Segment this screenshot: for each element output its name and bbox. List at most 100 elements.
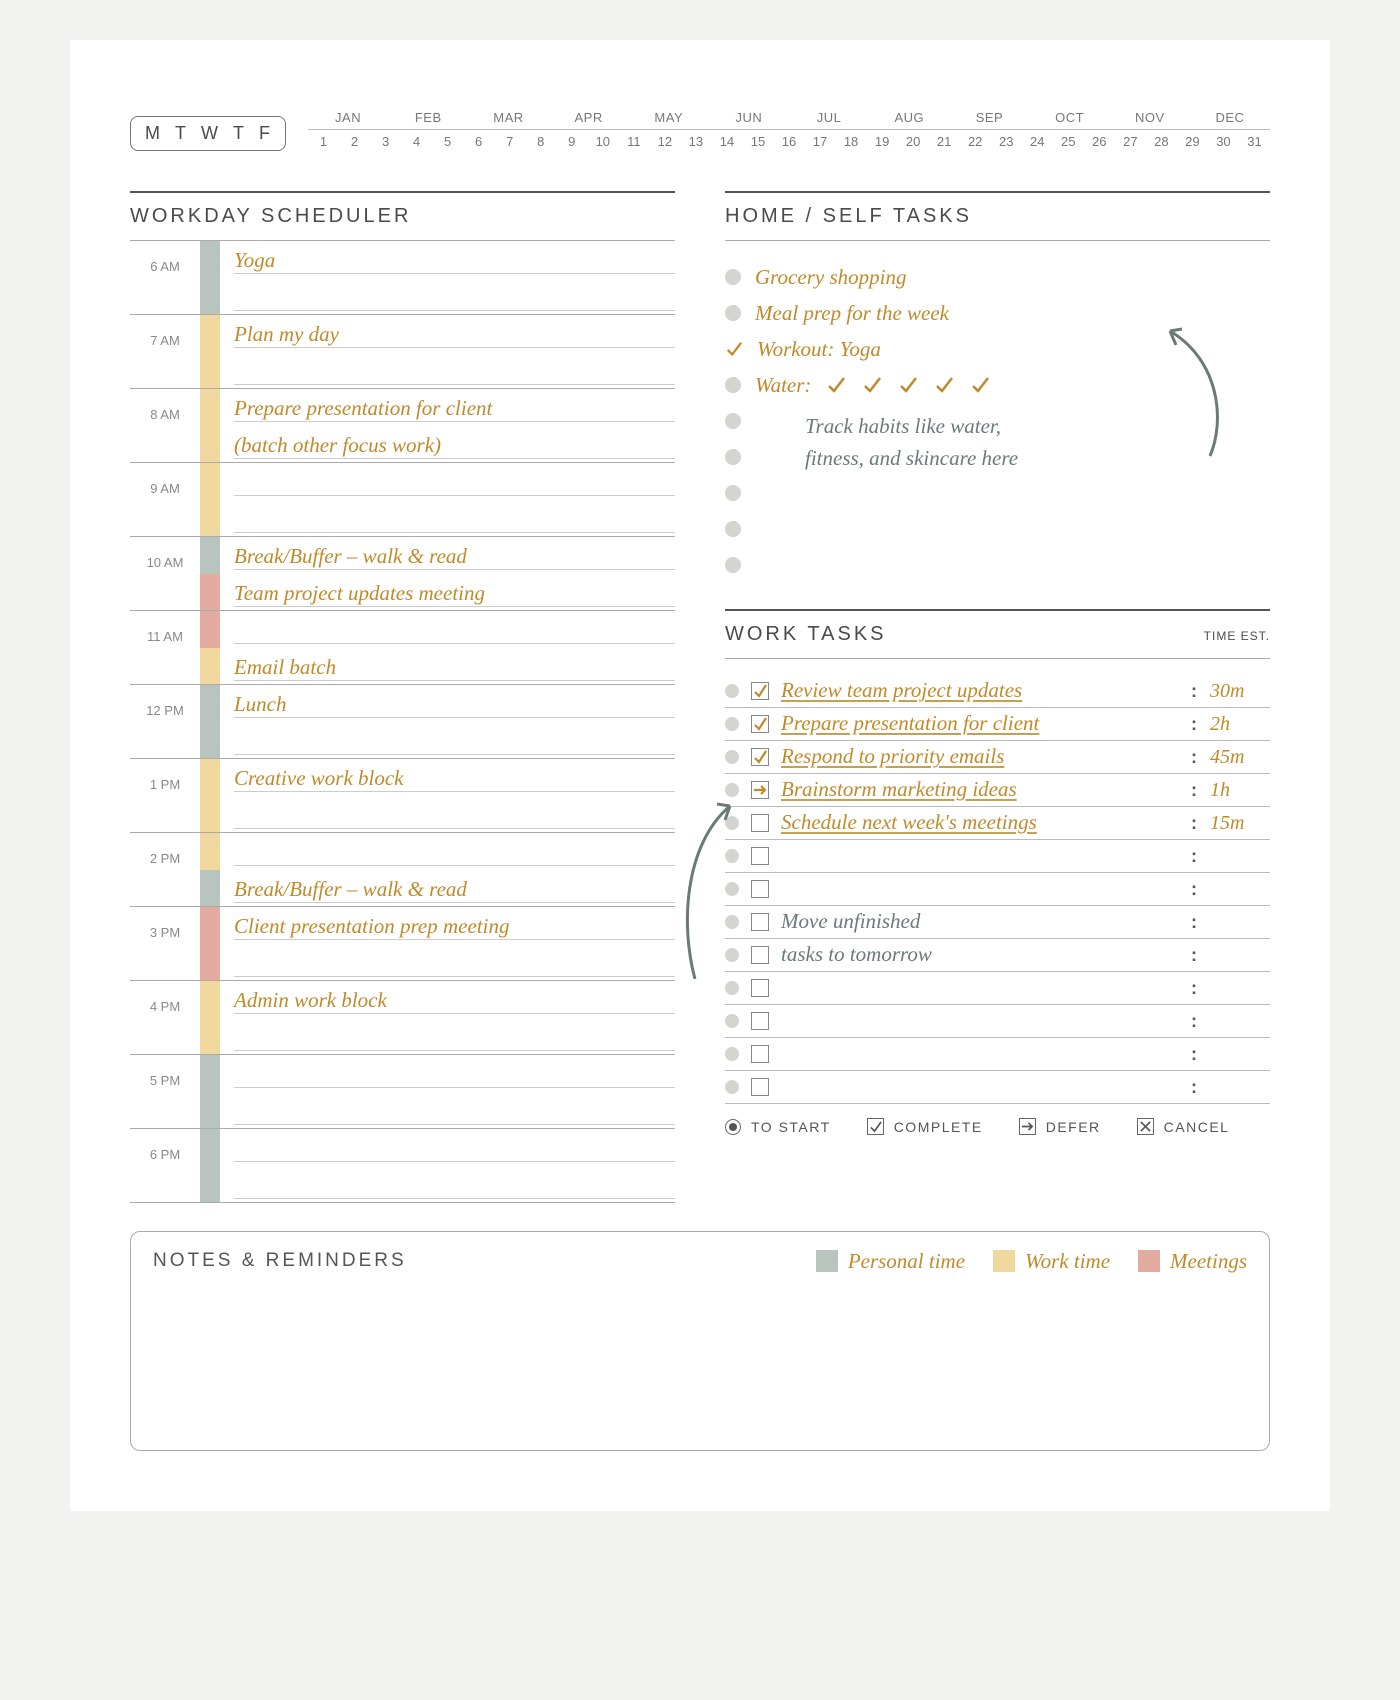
schedule-entry-line[interactable] [234,355,675,385]
schedule-entry-line[interactable] [234,1169,675,1199]
work-task-text: Move unfinished [781,911,1178,933]
task-state-box[interactable] [751,781,769,799]
schedule-entry-line[interactable] [234,1132,675,1162]
work-task-row[interactable]: Schedule next week's meetings:15m [725,807,1270,840]
schedule-entry-line[interactable] [234,1021,675,1051]
schedule-entry-line[interactable]: Email batch [234,651,675,681]
schedule-entry-line[interactable] [234,503,675,533]
hour-category-bar [200,759,220,832]
schedule-entry-line[interactable]: Lunch [234,688,675,718]
weekday[interactable]: W [201,123,219,144]
schedule-entry-line[interactable] [234,466,675,496]
schedule-entry-text: Team project updates meeting [234,583,485,604]
schedule-entry-line[interactable]: (batch other focus work) [234,429,675,459]
hour-entry-lines[interactable]: Client presentation prep meeting [220,907,675,980]
task-state-box[interactable] [751,715,769,733]
work-task-row[interactable]: Prepare presentation for client:2h [725,708,1270,741]
home-task-item[interactable] [725,475,1270,511]
task-state-box[interactable] [751,847,769,865]
task-state-box[interactable] [751,880,769,898]
weekday[interactable]: F [259,123,271,144]
hour-entry-lines[interactable]: Break/Buffer – walk & read [220,833,675,906]
schedule-entry-text: (batch other focus work) [234,435,441,456]
task-state-box[interactable] [751,814,769,832]
hour-entry-lines[interactable]: Prepare presentation for client (batch ot… [220,389,675,462]
schedule-entry-line[interactable] [234,836,675,866]
hour-category-bar [200,1055,220,1128]
schedule-entry-line[interactable]: Creative work block [234,762,675,792]
schedule-entry-line[interactable]: Team project updates meeting [234,577,675,607]
home-task-item[interactable] [725,547,1270,583]
work-task-row[interactable]: Respond to priority emails:45m [725,741,1270,774]
schedule-entry-line[interactable]: Plan my day [234,318,675,348]
legend-meetings-label: Meetings [1170,1251,1247,1272]
legend-personal: Personal time [816,1250,965,1272]
time-estimate: 45m [1210,747,1270,768]
task-bullet [725,684,739,698]
schedule-entry-line[interactable]: Break/Buffer – walk & read [234,873,675,903]
schedule-entry-line[interactable] [234,614,675,644]
category-segment [200,907,220,944]
category-segment [200,352,220,389]
work-task-row[interactable]: : [725,873,1270,906]
hour-label: 5 PM [130,1055,200,1128]
scheduler-body: 6 AMYoga7 AMPlan my day8 AMPrepare prese… [130,241,675,1203]
work-task-row[interactable]: : [725,1038,1270,1071]
hour-label: 9 AM [130,463,200,536]
work-tasks-list: Review team project updates:30mPrepare p… [725,659,1270,1104]
schedule-entry-line[interactable] [234,947,675,977]
weekday[interactable]: M [145,123,161,144]
schedule-entry-line[interactable]: Admin work block [234,984,675,1014]
hour-label: 12 PM [130,685,200,758]
work-task-row[interactable]: : [725,840,1270,873]
schedule-entry-line[interactable] [234,725,675,755]
hour-entry-lines[interactable]: Admin work block [220,981,675,1054]
time-estimate: 15m [1210,813,1270,834]
day-label: 3 [370,134,401,149]
check-icon [725,340,743,358]
hour-entry-lines[interactable]: Lunch [220,685,675,758]
work-task-row[interactable]: tasks to tomorrow: [725,939,1270,972]
work-task-row[interactable]: : [725,1071,1270,1104]
hour-entry-lines[interactable] [220,1055,675,1128]
hour-entry-lines[interactable]: Break/Buffer – walk & read Team project u… [220,537,675,610]
work-tasks-title: WORK TASKS [725,623,887,646]
schedule-entry-line[interactable] [234,1095,675,1125]
task-state-box[interactable] [751,1078,769,1096]
work-task-row[interactable]: Brainstorm marketing ideas:1h [725,774,1270,807]
home-task-item[interactable]: Grocery shopping [725,259,1270,295]
task-state-box[interactable] [751,913,769,931]
task-state-box[interactable] [751,1045,769,1063]
work-task-row[interactable]: Move unfinished: [725,906,1270,939]
weekday-selector[interactable]: MTWTF [130,116,286,151]
schedule-entry-line[interactable]: Break/Buffer – walk & read [234,540,675,570]
schedule-entry-line[interactable] [234,1058,675,1088]
work-task-row[interactable]: : [725,972,1270,1005]
hour-category-bar [200,907,220,980]
task-state-box[interactable] [751,979,769,997]
work-task-row[interactable]: Review team project updates:30m [725,675,1270,708]
task-state-box[interactable] [751,682,769,700]
schedule-entry-line[interactable]: Prepare presentation for client [234,392,675,422]
weekday[interactable]: T [175,123,187,144]
weekday[interactable]: T [233,123,245,144]
hour-entry-lines[interactable]: Plan my day [220,315,675,388]
hour-entry-lines[interactable]: Email batch [220,611,675,684]
hour-entry-lines[interactable]: Yoga [220,241,675,314]
task-state-box[interactable] [751,1012,769,1030]
task-state-box[interactable] [751,946,769,964]
category-segment [200,611,220,648]
work-task-row[interactable]: : [725,1005,1270,1038]
hour-entry-lines[interactable] [220,463,675,536]
task-bullet [725,269,741,285]
home-task-item[interactable] [725,511,1270,547]
schedule-entry-line[interactable]: Yoga [234,244,675,274]
task-state-box[interactable] [751,748,769,766]
time-estimate: 1h [1210,780,1270,801]
day-label: 27 [1115,134,1146,149]
hour-entry-lines[interactable]: Creative work block [220,759,675,832]
schedule-entry-line[interactable] [234,281,675,311]
hour-entry-lines[interactable] [220,1129,675,1202]
schedule-entry-line[interactable]: Client presentation prep meeting [234,910,675,940]
schedule-entry-line[interactable] [234,799,675,829]
